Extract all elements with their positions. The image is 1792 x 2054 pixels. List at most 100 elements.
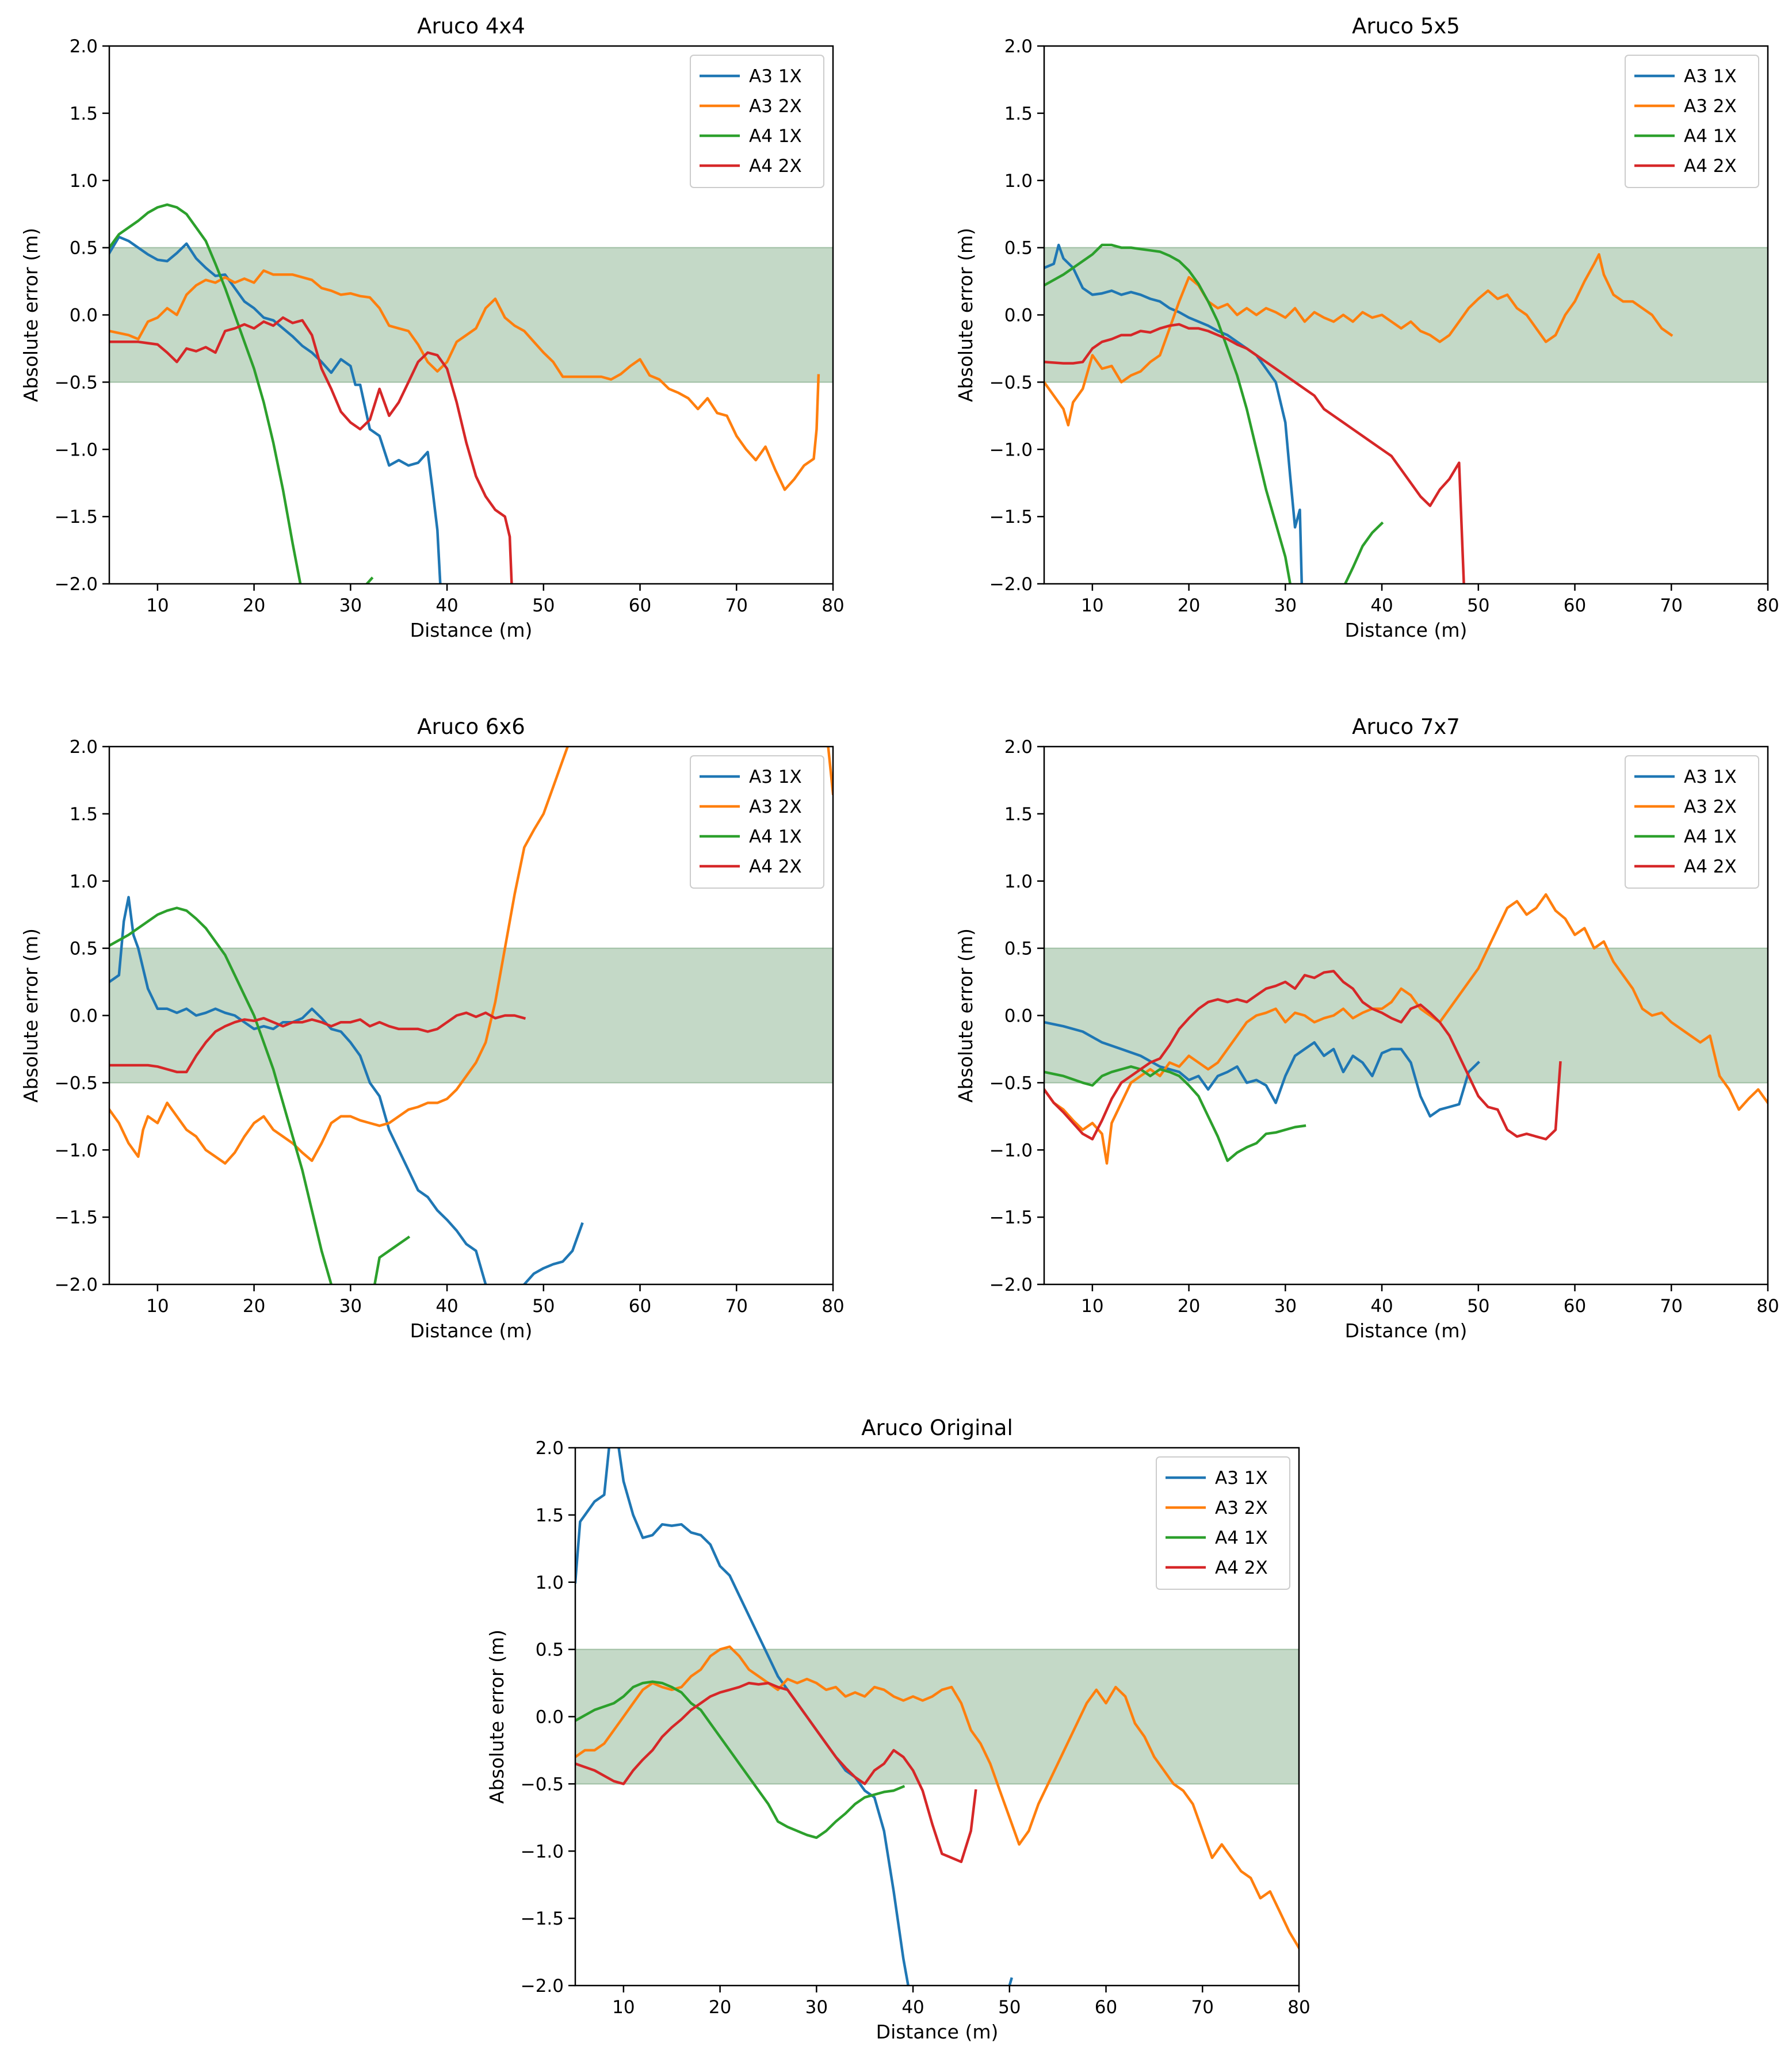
y-tick-label: −2.0	[989, 574, 1033, 595]
chart-title: Aruco 5x5	[1352, 14, 1460, 39]
y-tick-label: 0.0	[536, 1707, 564, 1728]
chart-title: Aruco 7x7	[1352, 714, 1460, 739]
y-tick-label: −0.5	[989, 372, 1033, 393]
series-line-a3-2x	[575, 1645, 1299, 1950]
y-tick-label: 1.0	[1004, 171, 1033, 192]
x-tick-label: 10	[612, 1997, 635, 2018]
y-tick-label: −1.0	[989, 1140, 1033, 1161]
series-line-a4-2x	[109, 1011, 526, 1073]
legend-label: A3 1X	[1215, 1468, 1268, 1489]
series-group	[109, 203, 820, 584]
series-line-a4-2x	[575, 1681, 977, 1864]
y-tick-label: −1.0	[55, 1140, 98, 1161]
series-line-a4-1x	[373, 1236, 411, 1284]
x-tick-label: 10	[1081, 1296, 1103, 1317]
chart-title: Aruco 6x6	[417, 714, 525, 739]
chart-1: 10 20 30 40 50 60 70 80 −2.0 −1.5 −1.0 −0.5 0.0 0.5 1.…	[20, 14, 845, 641]
x-tick-label: 30	[339, 1296, 362, 1317]
y-tick-label: 1.5	[70, 804, 98, 825]
series-line-a4-2x	[1044, 970, 1562, 1141]
y-tick-label: 0.0	[1004, 305, 1033, 326]
y-tick-label: −1.0	[989, 439, 1033, 460]
legend: A3 1X A3 2X A4 1X A4 2X	[1156, 1456, 1290, 1590]
x-tick-label: 60	[629, 595, 651, 616]
series-line-a4-1x	[575, 1680, 905, 1839]
x-tick-label: 40	[1370, 1296, 1393, 1317]
x-tick-label: 20	[243, 1296, 265, 1317]
x-tick-label: 40	[435, 1296, 458, 1317]
series-line-a3-1x	[575, 1448, 610, 1584]
series-line-a4-1x	[1044, 1065, 1306, 1162]
x-tick-label: 20	[243, 595, 265, 616]
x-tick-label: 60	[629, 1296, 651, 1317]
legend-label: A4 1X	[1684, 126, 1737, 147]
x-axis-label: Distance (m)	[1345, 1319, 1468, 1342]
series-group	[1044, 243, 1673, 584]
x-tick-label: 50	[532, 1296, 555, 1317]
legend: A3 1X A3 2X A4 1X A4 2X	[690, 55, 824, 188]
chart-4: 10 20 30 40 50 60 70 80 −2.0 −1.5 −1.0 −0.5 0.0 0.5 1.…	[954, 714, 1779, 1342]
x-axis-label: Distance (m)	[410, 1319, 533, 1342]
y-axis-label: Absolute error (m)	[954, 928, 977, 1103]
series-line-a3-1x	[109, 235, 442, 584]
chart-title: Aruco 4x4	[417, 14, 525, 39]
series-line-a3-1x	[1044, 243, 1304, 584]
x-tick-label: 30	[1274, 595, 1297, 616]
x-tick-label: 20	[709, 1997, 731, 2018]
y-tick-label: 0.0	[1004, 1006, 1033, 1027]
x-tick-label: 40	[1370, 595, 1393, 616]
y-tick-label: 1.0	[1004, 871, 1033, 892]
series-line-a4-1x	[365, 576, 374, 584]
y-tick-label: −1.5	[989, 1207, 1033, 1228]
y-tick-label: −1.5	[521, 1908, 564, 1929]
x-tick-label: 70	[1660, 595, 1683, 616]
series-line-a3-1x	[522, 1222, 584, 1284]
legend-label: A3 1X	[749, 767, 802, 787]
y-tick-label: −2.0	[55, 574, 98, 595]
series-line-a4-1x	[1044, 243, 1292, 584]
legend-label: A4 1X	[749, 827, 802, 847]
y-tick-label: −0.5	[55, 372, 98, 393]
y-tick-label: −0.5	[55, 1073, 98, 1093]
legend-label: A4 2X	[1684, 156, 1737, 177]
legend-frame	[1625, 755, 1759, 889]
x-tick-label: 70	[725, 595, 748, 616]
y-tick-label: 2.0	[1004, 36, 1033, 57]
x-tick-label: 50	[1467, 1296, 1489, 1317]
x-tick-label: 30	[1274, 1296, 1297, 1317]
y-tick-label: 0.5	[70, 939, 98, 959]
y-axis-label: Absolute error (m)	[20, 228, 42, 402]
y-tick-label: 0.5	[1004, 939, 1033, 959]
series-line-a3-1x	[109, 896, 487, 1284]
x-tick-label: 30	[339, 595, 362, 616]
series-line-a4-1x	[1343, 521, 1384, 584]
y-tick-label: 2.0	[70, 36, 98, 57]
y-tick-label: 1.5	[1004, 104, 1033, 124]
x-tick-label: 20	[1178, 1296, 1200, 1317]
legend-label: A4 2X	[1684, 856, 1737, 877]
x-tick-label: 60	[1095, 1997, 1117, 2018]
series-line-a4-2x	[1044, 323, 1465, 584]
legend-label: A4 2X	[749, 856, 802, 877]
x-tick-label: 20	[1178, 595, 1200, 616]
y-tick-label: −1.5	[55, 507, 98, 527]
y-axis-label: Absolute error (m)	[486, 1630, 508, 1804]
x-tick-label: 40	[901, 1997, 924, 2018]
legend-label: A4 1X	[749, 126, 802, 147]
series-line-a4-1x	[109, 203, 302, 584]
x-tick-label: 50	[1467, 595, 1489, 616]
legend-label: A3 2X	[1215, 1498, 1268, 1518]
legend-label: A3 2X	[749, 96, 802, 117]
chart-3: 10 20 30 40 50 60 70 80 −2.0 −1.5 −1.0 −0.5 0.0 0.5 1.…	[20, 714, 845, 1342]
x-tick-label: 40	[435, 595, 458, 616]
y-tick-label: −1.5	[989, 507, 1033, 527]
y-tick-label: −0.5	[989, 1073, 1033, 1093]
series-line-a4-2x	[109, 316, 513, 584]
tolerance-band	[109, 247, 834, 383]
y-tick-label: 1.5	[1004, 804, 1033, 825]
x-tick-label: 70	[725, 1296, 748, 1317]
y-tick-label: 0.0	[70, 1006, 98, 1027]
x-axis-label: Distance (m)	[410, 619, 533, 641]
series-line-a3-2x	[109, 269, 820, 491]
